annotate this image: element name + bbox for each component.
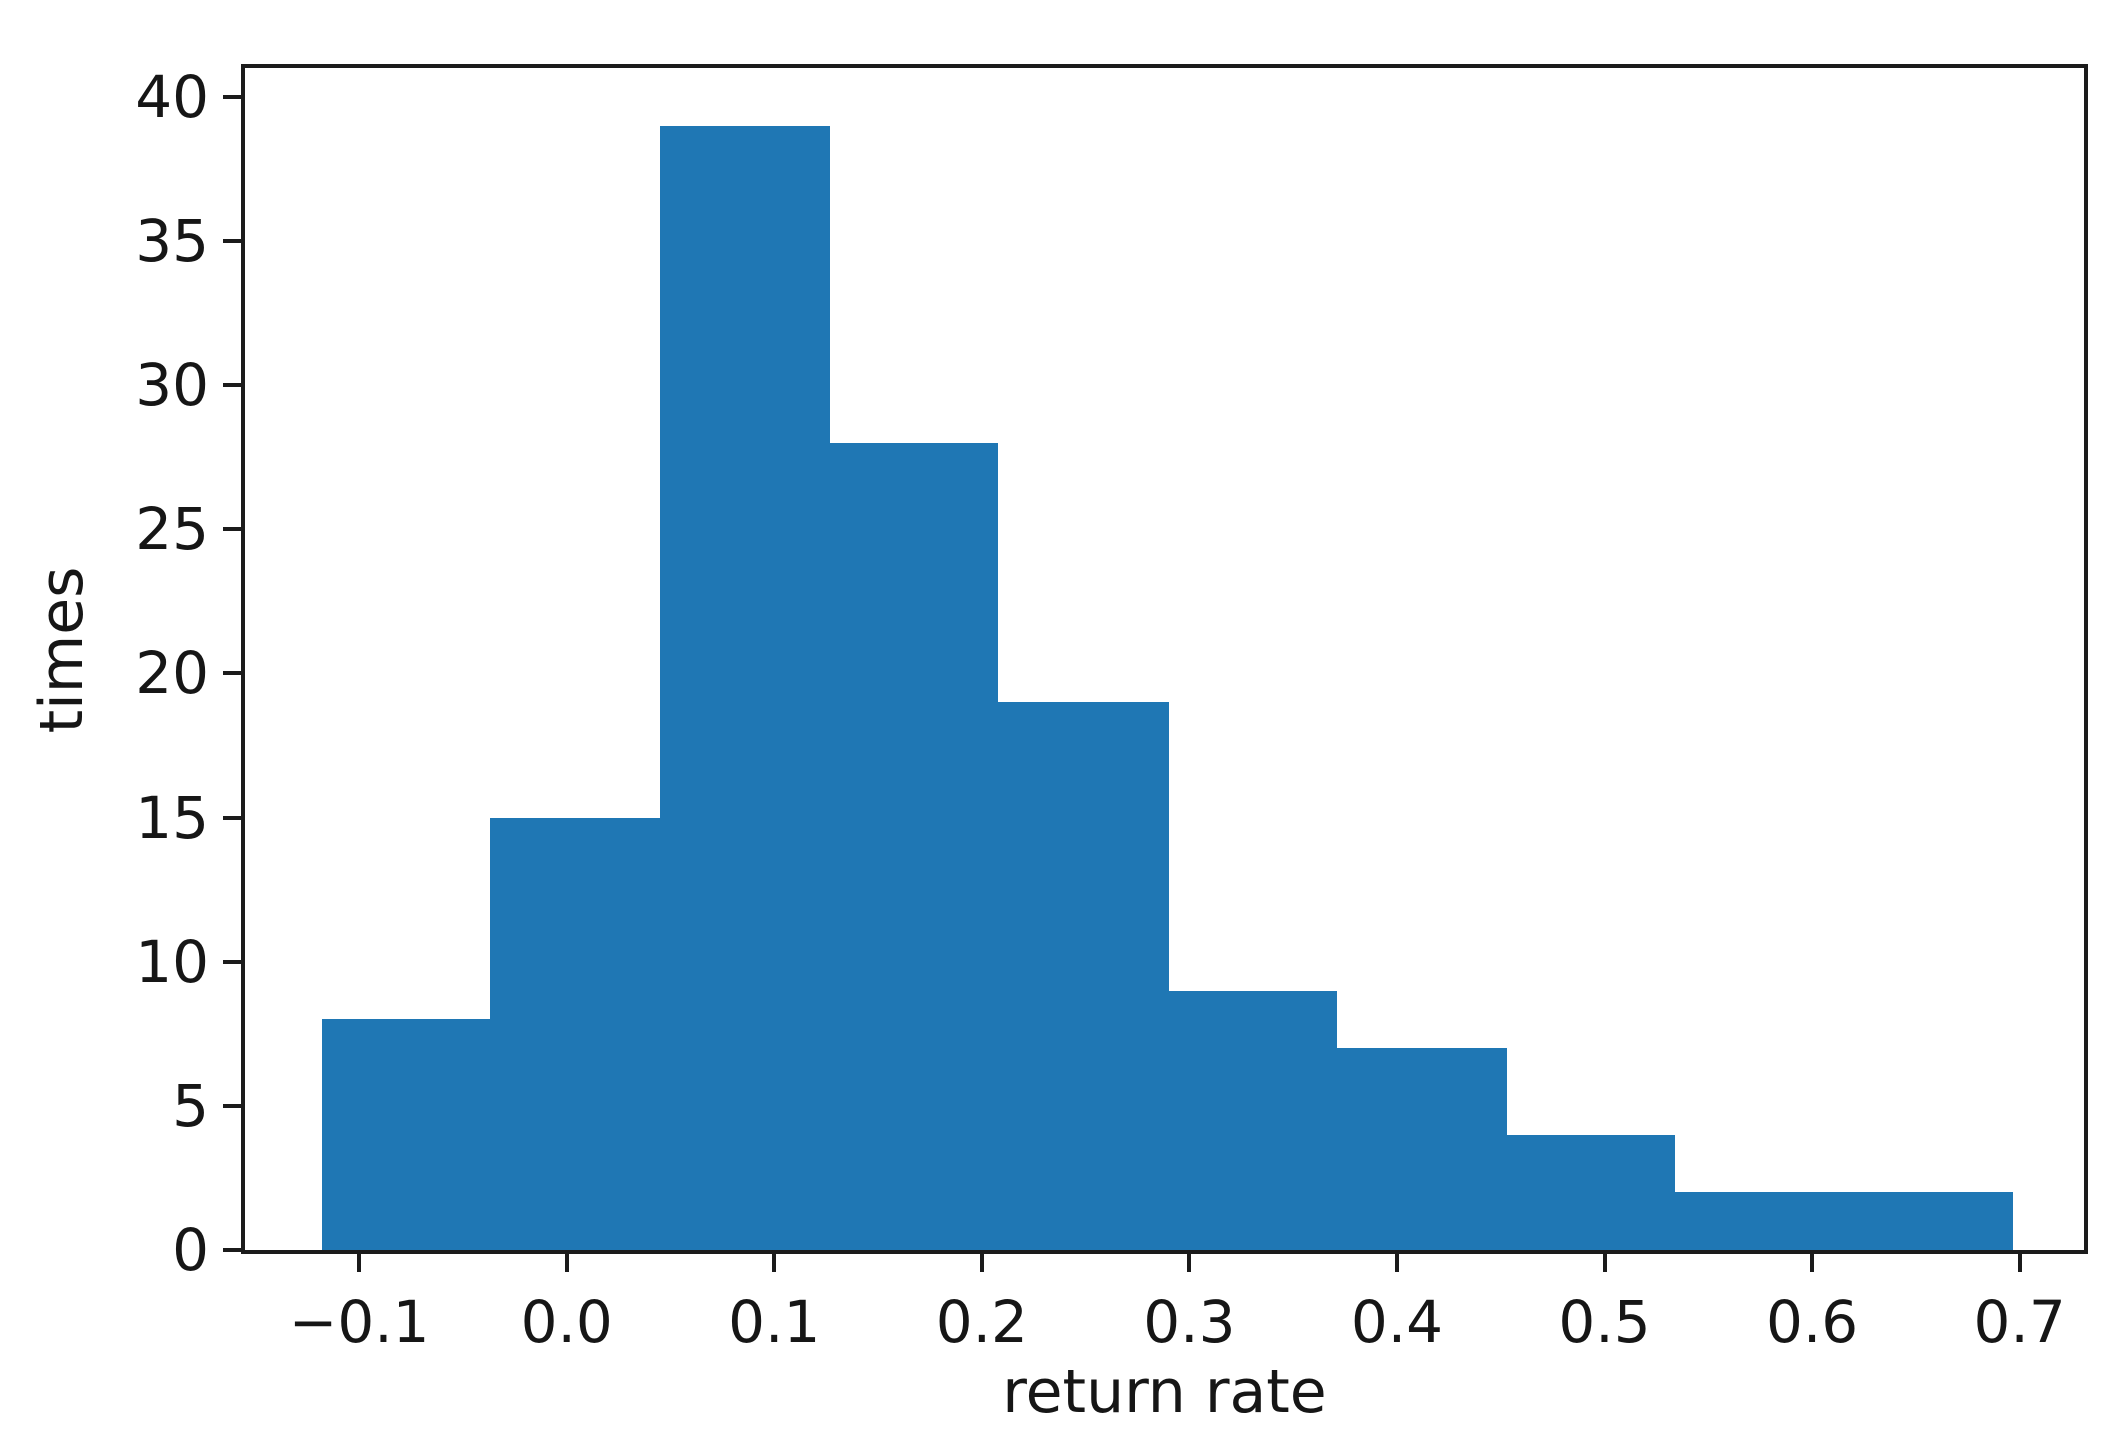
x-tick-mark bbox=[564, 1254, 569, 1272]
histogram-bar bbox=[830, 442, 999, 1250]
y-tick-mark bbox=[223, 94, 241, 99]
x-tick-label: 0.0 bbox=[520, 1288, 613, 1356]
histogram-bar bbox=[1845, 1192, 2014, 1250]
x-tick-mark bbox=[357, 1254, 362, 1272]
histogram-bar bbox=[1168, 990, 1337, 1250]
x-tick-mark bbox=[1394, 1254, 1399, 1272]
x-tick-label: 0.3 bbox=[1143, 1288, 1236, 1356]
histogram-bar bbox=[660, 125, 831, 1250]
x-tick-mark bbox=[2017, 1254, 2022, 1272]
y-tick-mark bbox=[223, 1103, 241, 1108]
x-tick-mark bbox=[772, 1254, 777, 1272]
x-tick-mark bbox=[1810, 1254, 1815, 1272]
plot-area bbox=[241, 64, 2088, 1254]
histogram-bar bbox=[321, 1019, 490, 1250]
x-tick-label: 0.4 bbox=[1350, 1288, 1444, 1356]
y-tick-label: 35 bbox=[135, 206, 209, 275]
x-tick-label: 0.5 bbox=[1558, 1288, 1651, 1356]
x-tick-label: −0.1 bbox=[288, 1288, 430, 1356]
y-tick-label: 10 bbox=[135, 927, 209, 996]
y-tick-label: 40 bbox=[135, 62, 209, 131]
histogram-bar bbox=[998, 702, 1169, 1250]
x-tick-label: 0.6 bbox=[1765, 1288, 1859, 1356]
x-tick-label: 0.2 bbox=[935, 1288, 1028, 1356]
x-tick-mark bbox=[979, 1254, 984, 1272]
x-tick-label: 0.7 bbox=[1973, 1288, 2066, 1356]
y-axis-label: times bbox=[27, 566, 97, 734]
y-tick-label: 0 bbox=[172, 1216, 209, 1284]
histogram-bar bbox=[1336, 1048, 1507, 1250]
histogram-bar bbox=[489, 817, 661, 1250]
histogram-bar bbox=[1506, 1134, 1676, 1250]
x-tick-label: 0.1 bbox=[728, 1288, 821, 1356]
histogram-bar bbox=[1675, 1192, 1846, 1250]
y-tick-label: 20 bbox=[135, 639, 209, 708]
y-tick-mark bbox=[223, 671, 241, 676]
y-tick-mark bbox=[223, 959, 241, 964]
y-tick-label: 5 bbox=[172, 1071, 209, 1140]
x-tick-mark bbox=[1602, 1254, 1607, 1272]
y-tick-mark bbox=[223, 238, 241, 243]
x-tick-mark bbox=[1187, 1254, 1192, 1272]
y-tick-label: 30 bbox=[135, 351, 209, 420]
y-tick-mark bbox=[223, 383, 241, 388]
y-tick-mark bbox=[223, 815, 241, 820]
y-tick-label: 15 bbox=[135, 783, 209, 852]
y-tick-mark bbox=[223, 527, 241, 532]
x-axis-label: return rate bbox=[1002, 1357, 1327, 1427]
y-tick-label: 25 bbox=[135, 495, 209, 564]
y-tick-mark bbox=[223, 1248, 241, 1252]
